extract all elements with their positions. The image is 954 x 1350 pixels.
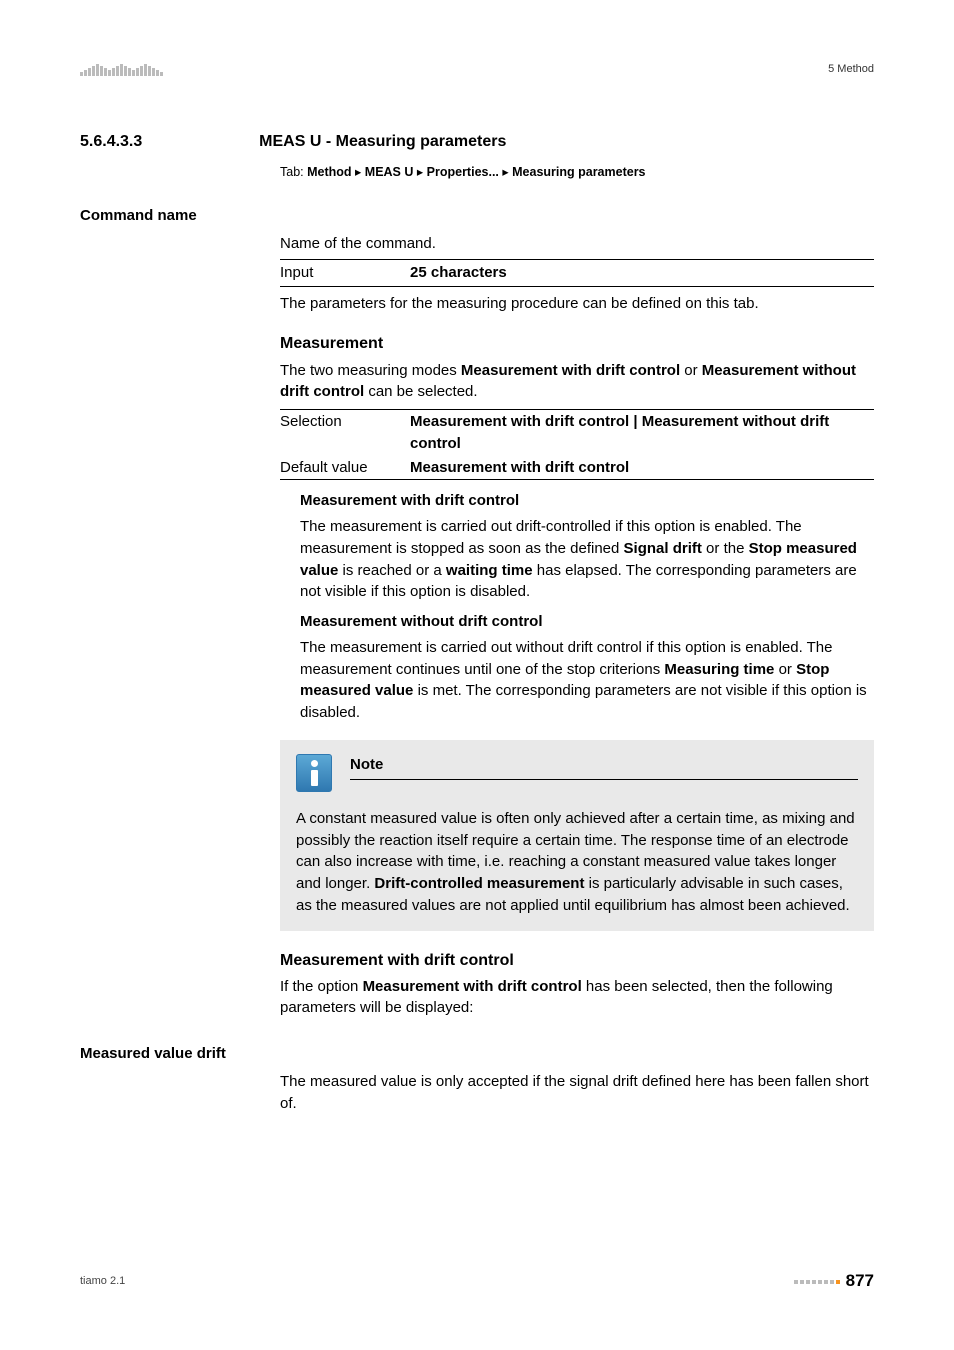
command-name-block: Name of the command. Input 25 characters… <box>280 233 874 1019</box>
note-title-wrap: Note <box>350 754 858 780</box>
measurement-intro-post: can be selected. <box>364 383 477 400</box>
o1t2: or the <box>702 540 749 557</box>
o1b1: Signal drift <box>624 540 702 557</box>
option2-title: Measurement without drift control <box>300 611 874 633</box>
o1b3: waiting time <box>446 562 533 579</box>
option-without-drift: Measurement without drift control The me… <box>300 611 874 724</box>
header-chapter-label: 5 Method <box>828 62 874 78</box>
section-heading-row: 5.6.4.3.3 MEAS U - Measuring parameters <box>80 130 874 153</box>
note-head: Note <box>296 754 858 792</box>
section-title: MEAS U - Measuring parameters <box>259 133 506 150</box>
measurement-intro-pre: The two measuring modes <box>280 362 461 379</box>
info-icon <box>296 754 332 792</box>
tab-path-2: Properties... <box>427 165 499 179</box>
measurement-intro-mid: or <box>680 362 702 379</box>
measured-value-drift-label: Measured value drift <box>80 1043 874 1065</box>
db1: Measurement with drift control <box>363 978 582 995</box>
tab-prefix: Tab: <box>280 165 307 179</box>
o2b1: Measuring time <box>664 661 774 678</box>
option2-body: The measurement is carried out without d… <box>300 637 874 724</box>
page-footer: tiamo 2.1 877 <box>80 1269 874 1294</box>
command-name-after: The parameters for the measuring procedu… <box>280 293 874 315</box>
command-name-desc: Name of the command. <box>280 233 874 255</box>
default-val: Measurement with drift control <box>410 457 629 479</box>
input-val: 25 characters <box>410 262 507 284</box>
command-name-label: Command name <box>80 205 874 227</box>
note-b1: Drift-controlled measurement <box>374 875 584 892</box>
footer-left: tiamo 2.1 <box>80 1274 125 1290</box>
default-key: Default value <box>280 457 410 479</box>
header-logo <box>80 64 163 76</box>
option1-body: The measurement is carried out drift-con… <box>300 516 874 603</box>
tab-path-1: MEAS U <box>365 165 414 179</box>
measured-value-drift-block: The measured value is only accepted if t… <box>280 1071 874 1115</box>
footer-right: 877 <box>794 1269 874 1294</box>
drift-heading: Measurement with drift control <box>280 949 874 972</box>
default-row: Default value Measurement with drift con… <box>280 456 874 480</box>
tab-path-3: Measuring parameters <box>512 165 645 179</box>
page-header: 5 Method <box>80 62 874 78</box>
footer-dots <box>794 1280 840 1284</box>
page-content: 5.6.4.3.3 MEAS U - Measuring parameters … <box>80 130 874 1114</box>
selection-row: Selection Measurement with drift control… <box>280 410 874 456</box>
measured-value-drift-desc: The measured value is only accepted if t… <box>280 1071 874 1115</box>
measurement-heading: Measurement <box>280 332 874 355</box>
measurement-table: Selection Measurement with drift control… <box>280 409 874 480</box>
command-name-input-row: Input 25 characters <box>280 259 874 287</box>
section-number: 5.6.4.3.3 <box>80 130 255 153</box>
note-title: Note <box>350 754 858 780</box>
o1t3: is reached or a <box>338 562 446 579</box>
measurement-intro: The two measuring modes Measurement with… <box>280 360 874 404</box>
option-with-drift: Measurement with drift control The measu… <box>300 490 874 603</box>
tab-path-0: Method <box>307 165 351 179</box>
note-box: Note A constant measured value is often … <box>280 740 874 931</box>
option1-title: Measurement with drift control <box>300 490 874 512</box>
drift-body: If the option Measurement with drift con… <box>280 976 874 1020</box>
page-number: 877 <box>846 1269 874 1294</box>
measurement-intro-b1: Measurement with drift control <box>461 362 680 379</box>
o2t2: or <box>774 661 796 678</box>
note-body: A constant measured value is often only … <box>296 808 858 917</box>
input-key: Input <box>280 262 410 284</box>
tab-path: Tab: Method ▸ MEAS U ▸ Properties... ▸ M… <box>280 163 874 181</box>
dt1: If the option <box>280 978 363 995</box>
selection-key: Selection <box>280 411 410 455</box>
selection-val: Measurement with drift control | Measure… <box>410 411 874 455</box>
